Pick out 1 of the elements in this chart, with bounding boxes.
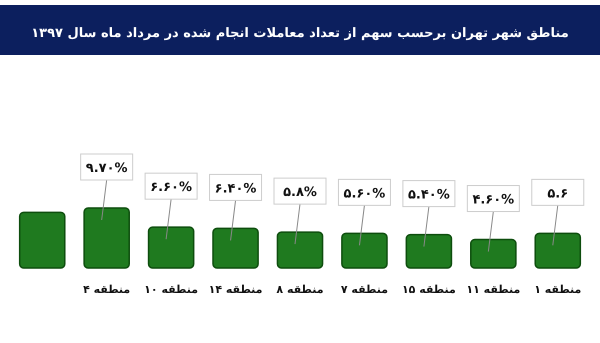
title: مناطق شهر تهران برحسب سهم از تعداد معاملات انجام شده در مرداد ماه سال ۱۳۹۷	[31, 26, 569, 41]
